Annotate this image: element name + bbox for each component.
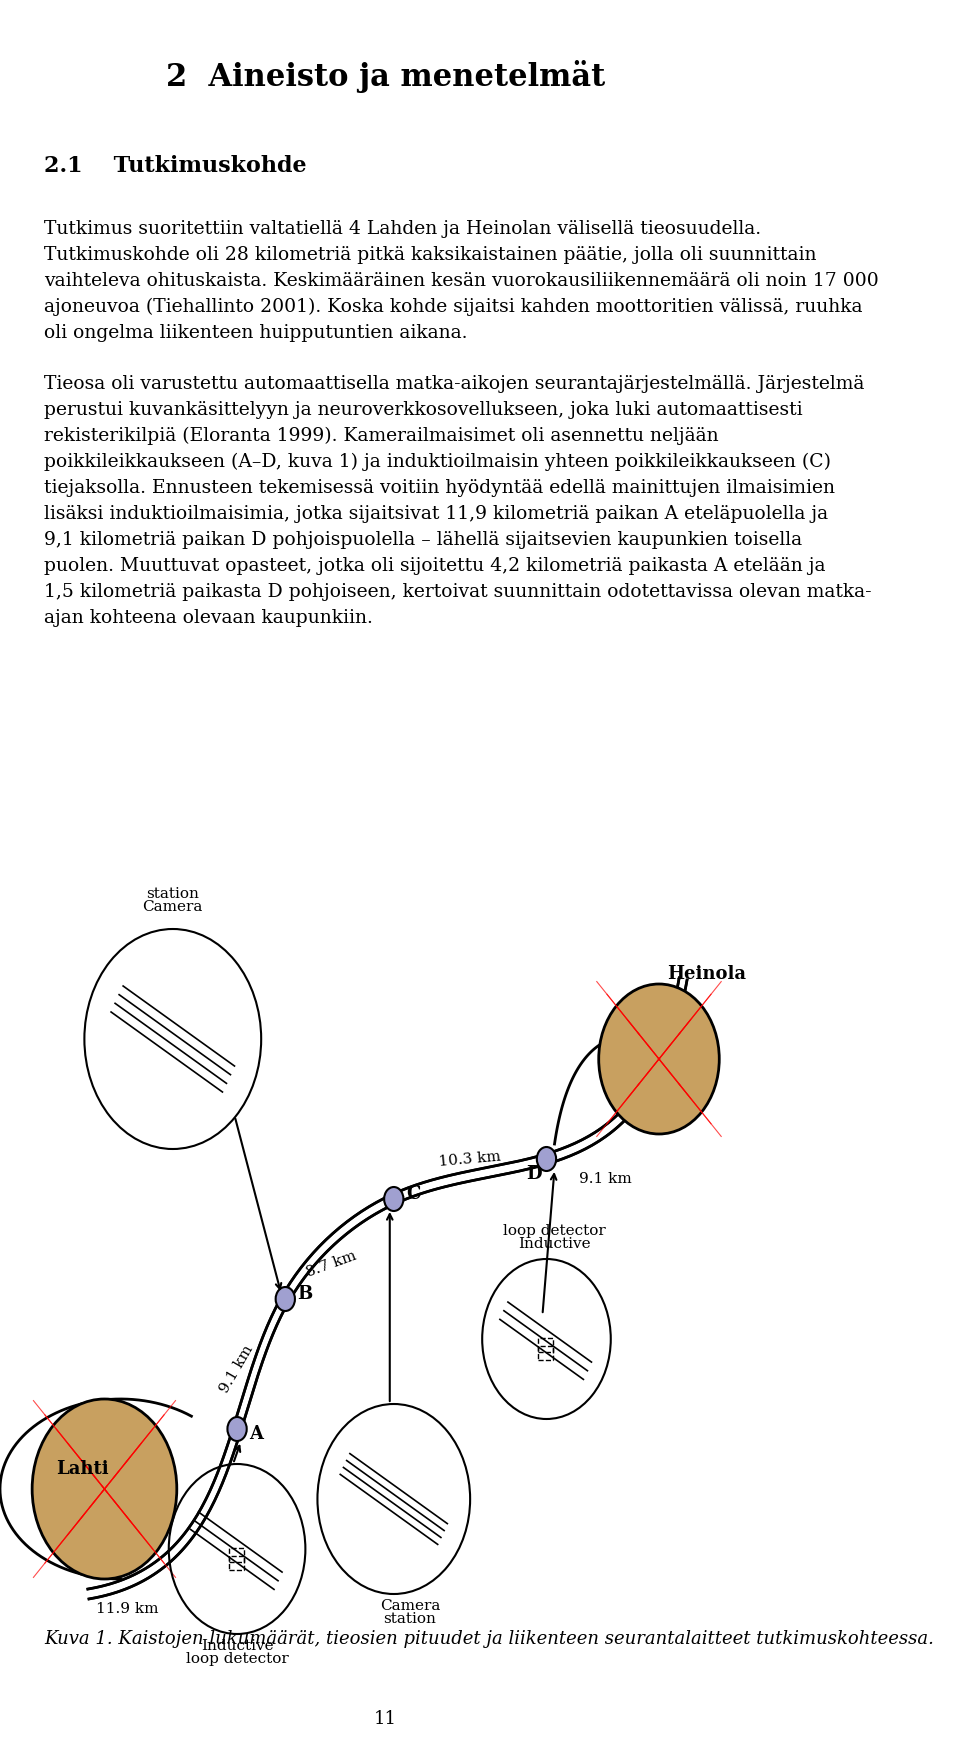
Text: B: B — [298, 1285, 313, 1303]
Text: Tieosa oli varustettu automaattisella matka-aikojen seurantajärjestelmällä. Järj: Tieosa oli varustettu automaattisella ma… — [44, 376, 865, 393]
Text: Camera: Camera — [379, 1598, 440, 1614]
Circle shape — [32, 1398, 177, 1579]
Text: 1,5 kilometriä paikasta D pohjoiseen, kertoivat suunnittain odotettavissa olevan: 1,5 kilometriä paikasta D pohjoiseen, ke… — [44, 583, 872, 602]
Text: 2  Aineisto ja menetelmät: 2 Aineisto ja menetelmät — [166, 61, 606, 92]
Text: 9.1 km: 9.1 km — [218, 1343, 256, 1395]
Text: puolen. Muuttuvat opasteet, jotka oli sijoitettu 4,2 kilometriä paikasta A etelä: puolen. Muuttuvat opasteet, jotka oli si… — [44, 556, 826, 576]
Text: Tutkimus suoritettiin valtatiellä 4 Lahden ja Heinolan välisellä tieosuudella.: Tutkimus suoritettiin valtatiellä 4 Lahd… — [44, 221, 761, 238]
Text: Inductive: Inductive — [518, 1236, 590, 1250]
Text: station: station — [146, 887, 200, 901]
Text: loop detector: loop detector — [503, 1224, 606, 1238]
Text: D: D — [526, 1165, 542, 1183]
Text: Lahti: Lahti — [57, 1461, 108, 1478]
Circle shape — [228, 1417, 247, 1442]
Text: Inductive: Inductive — [201, 1638, 274, 1654]
Circle shape — [537, 1148, 556, 1170]
Text: A: A — [250, 1424, 263, 1443]
Text: Camera: Camera — [143, 901, 203, 915]
Text: C: C — [406, 1184, 420, 1203]
Text: Heinola: Heinola — [667, 965, 746, 983]
Text: 2.1    Tutkimuskohde: 2.1 Tutkimuskohde — [44, 155, 307, 177]
Text: oli ongelma liikenteen huipputuntien aikana.: oli ongelma liikenteen huipputuntien aik… — [44, 323, 468, 343]
Text: Tutkimuskohde oli 28 kilometriä pitkä kaksikaistainen päätie, jolla oli suunnitt: Tutkimuskohde oli 28 kilometriä pitkä ka… — [44, 245, 817, 264]
Circle shape — [384, 1188, 403, 1210]
Text: Kuva 1. Kaistojen lukumäärät, tieosien pituudet ja liikenteen seurantalaitteet t: Kuva 1. Kaistojen lukumäärät, tieosien p… — [44, 1629, 934, 1649]
Text: 8.7 km: 8.7 km — [304, 1249, 359, 1280]
Text: ajoneuvoa (Tiehallinto 2001). Koska kohde sijaitsi kahden moottoritien välissä, : ajoneuvoa (Tiehallinto 2001). Koska kohd… — [44, 297, 863, 316]
Text: ajan kohteena olevaan kaupunkiin.: ajan kohteena olevaan kaupunkiin. — [44, 609, 373, 628]
Circle shape — [276, 1287, 295, 1311]
Text: 9,1 kilometriä paikan D pohjoispuolella – lähellä sijaitsevien kaupunkien toisel: 9,1 kilometriä paikan D pohjoispuolella … — [44, 530, 803, 550]
Text: lisäksi induktioilmaisimia, jotka sijaitsivat 11,9 kilometriä paikan A eteläpuol: lisäksi induktioilmaisimia, jotka sijait… — [44, 504, 828, 523]
Text: 11: 11 — [374, 1709, 397, 1729]
Text: 11.9 km: 11.9 km — [96, 1602, 159, 1616]
Text: perustui kuvankäsittelyyn ja neuroverkkosovellukseen, joka luki automaattisesti: perustui kuvankäsittelyyn ja neuroverkko… — [44, 402, 803, 419]
Circle shape — [599, 984, 719, 1134]
Text: 10.3 km: 10.3 km — [439, 1149, 502, 1169]
Text: 9.1 km: 9.1 km — [579, 1172, 632, 1186]
Text: station: station — [383, 1612, 436, 1626]
Text: vaihteleva ohituskaista. Keskimääräinen kesän vuorokausiliikennemäärä oli noin 1: vaihteleva ohituskaista. Keskimääräinen … — [44, 271, 879, 290]
Text: rekisterikilpiä (Eloranta 1999). Kamerailmaisimet oli asennettu neljään: rekisterikilpiä (Eloranta 1999). Kamerai… — [44, 428, 719, 445]
Text: loop detector: loop detector — [185, 1652, 288, 1666]
Text: poikkileikkaukseen (A–D, kuva 1) ja induktioilmaisin yhteen poikkileikkaukseen (: poikkileikkaukseen (A–D, kuva 1) ja indu… — [44, 452, 831, 471]
Text: tiejaksolla. Ennusteen tekemisessä voitiin hyödyntää edellä mainittujen ilmaisim: tiejaksolla. Ennusteen tekemisessä voiti… — [44, 478, 835, 497]
